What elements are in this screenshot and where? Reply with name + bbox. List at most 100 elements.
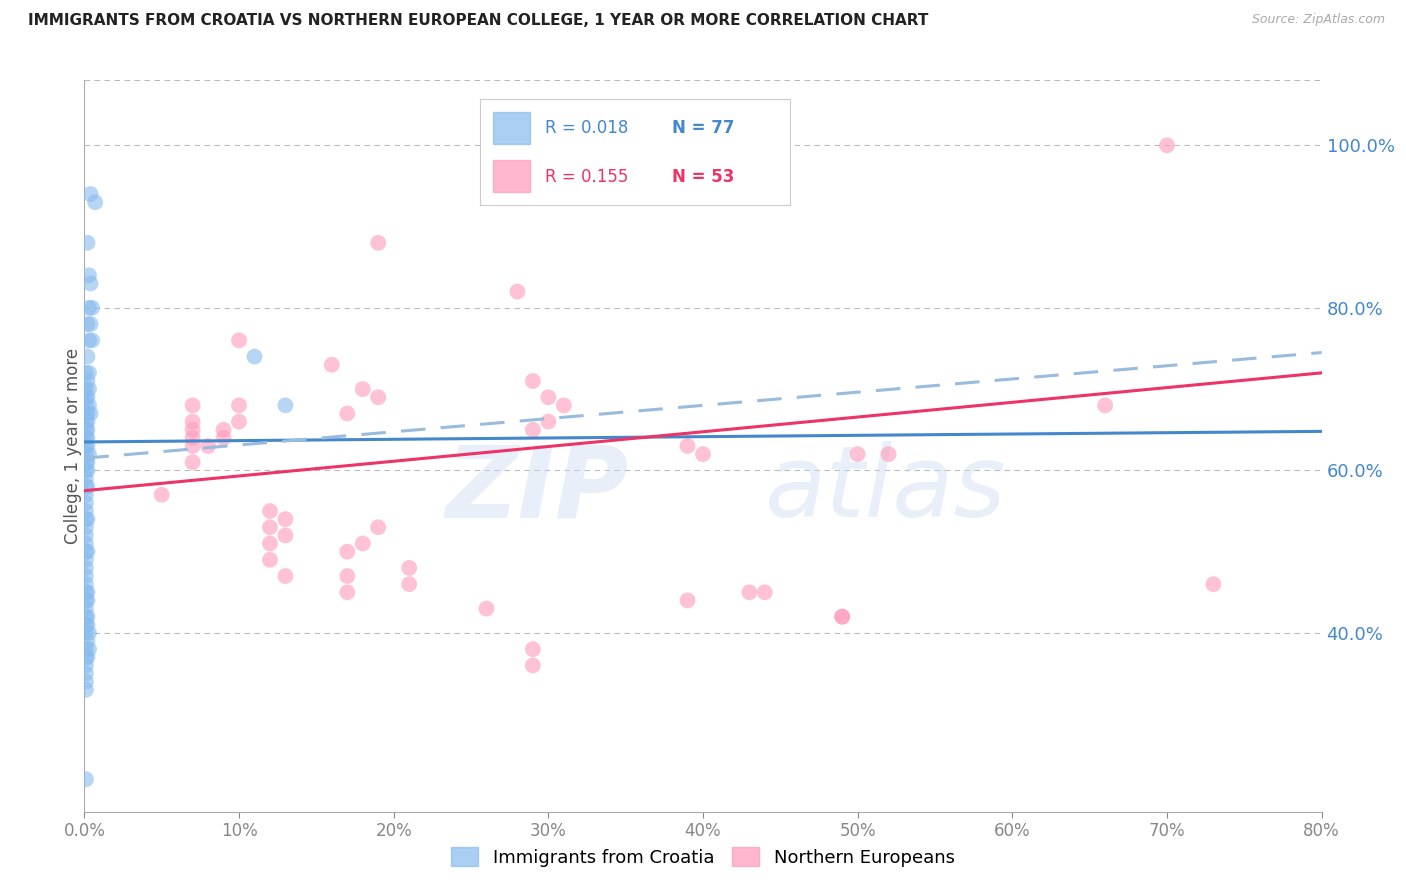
Point: [754, 585, 776, 599]
Point: [75, 512, 97, 526]
Point: [75, 666, 97, 681]
Point: [877, 447, 900, 461]
Point: [75, 536, 97, 550]
Point: [75, 447, 97, 461]
Point: [522, 658, 544, 673]
Point: [77, 334, 100, 348]
Point: [75, 439, 97, 453]
Point: [77, 447, 100, 461]
Point: [76, 609, 98, 624]
Point: [75, 674, 97, 689]
Point: [79, 407, 101, 421]
Point: [75, 617, 97, 632]
Point: [75, 463, 97, 477]
Point: [75, 390, 97, 404]
Point: [76, 634, 98, 648]
Point: [75, 593, 97, 607]
Y-axis label: College, 1 year or more: College, 1 year or more: [65, 348, 82, 544]
Point: [259, 504, 281, 518]
Point: [75, 407, 97, 421]
Point: [336, 544, 359, 558]
Point: [75, 382, 97, 396]
Point: [76, 407, 98, 421]
Point: [76, 593, 98, 607]
Point: [75, 366, 97, 380]
Point: [76, 390, 98, 404]
Point: [1156, 138, 1178, 153]
Point: [831, 609, 853, 624]
Point: [259, 520, 281, 534]
Point: [537, 390, 560, 404]
Point: [84, 195, 107, 210]
Point: [76, 512, 98, 526]
Point: [274, 398, 297, 412]
Point: [398, 577, 420, 591]
Point: [75, 471, 97, 485]
Point: [367, 235, 389, 250]
Point: [181, 423, 204, 437]
Point: [676, 439, 699, 453]
Point: [522, 423, 544, 437]
Point: [274, 528, 297, 542]
Point: [76, 235, 98, 250]
Point: [77, 398, 100, 412]
Point: [274, 512, 297, 526]
Point: [846, 447, 869, 461]
Point: [336, 407, 359, 421]
Point: [738, 585, 761, 599]
Point: [76, 455, 98, 469]
Point: [75, 544, 97, 558]
Point: [76, 480, 98, 494]
Point: [79, 317, 101, 331]
Point: [475, 601, 498, 615]
Point: [228, 334, 250, 348]
Point: [181, 415, 204, 429]
Point: [77, 626, 100, 640]
Point: [76, 585, 98, 599]
Point: [77, 268, 100, 283]
Point: [75, 609, 97, 624]
Point: [1094, 398, 1116, 412]
Point: [522, 642, 544, 657]
Point: [181, 439, 204, 453]
Point: [274, 569, 297, 583]
Point: [553, 398, 575, 412]
Point: [692, 447, 714, 461]
Point: [82, 301, 104, 315]
Point: [76, 415, 98, 429]
Point: [181, 431, 204, 445]
Point: [212, 423, 235, 437]
Text: Source: ZipAtlas.com: Source: ZipAtlas.com: [1251, 13, 1385, 27]
Point: [197, 439, 219, 453]
Point: [212, 431, 235, 445]
Point: [75, 642, 97, 657]
Point: [75, 658, 97, 673]
Point: [76, 423, 98, 437]
Point: [352, 382, 374, 396]
Point: [506, 285, 529, 299]
Point: [181, 398, 204, 412]
Point: [75, 772, 97, 787]
Point: [76, 463, 98, 477]
Point: [76, 317, 98, 331]
Point: [75, 561, 97, 575]
Point: [75, 577, 97, 591]
Point: [75, 431, 97, 445]
Point: [228, 415, 250, 429]
Point: [75, 504, 97, 518]
Point: [352, 536, 374, 550]
Point: [75, 553, 97, 567]
Point: [79, 187, 101, 202]
Point: [228, 398, 250, 412]
Point: [76, 544, 98, 558]
Point: [75, 682, 97, 697]
Point: [831, 609, 853, 624]
Point: [522, 374, 544, 388]
Point: [75, 398, 97, 412]
Point: [76, 431, 98, 445]
Point: [75, 569, 97, 583]
Point: [75, 528, 97, 542]
Point: [75, 585, 97, 599]
Point: [75, 626, 97, 640]
Point: [259, 553, 281, 567]
